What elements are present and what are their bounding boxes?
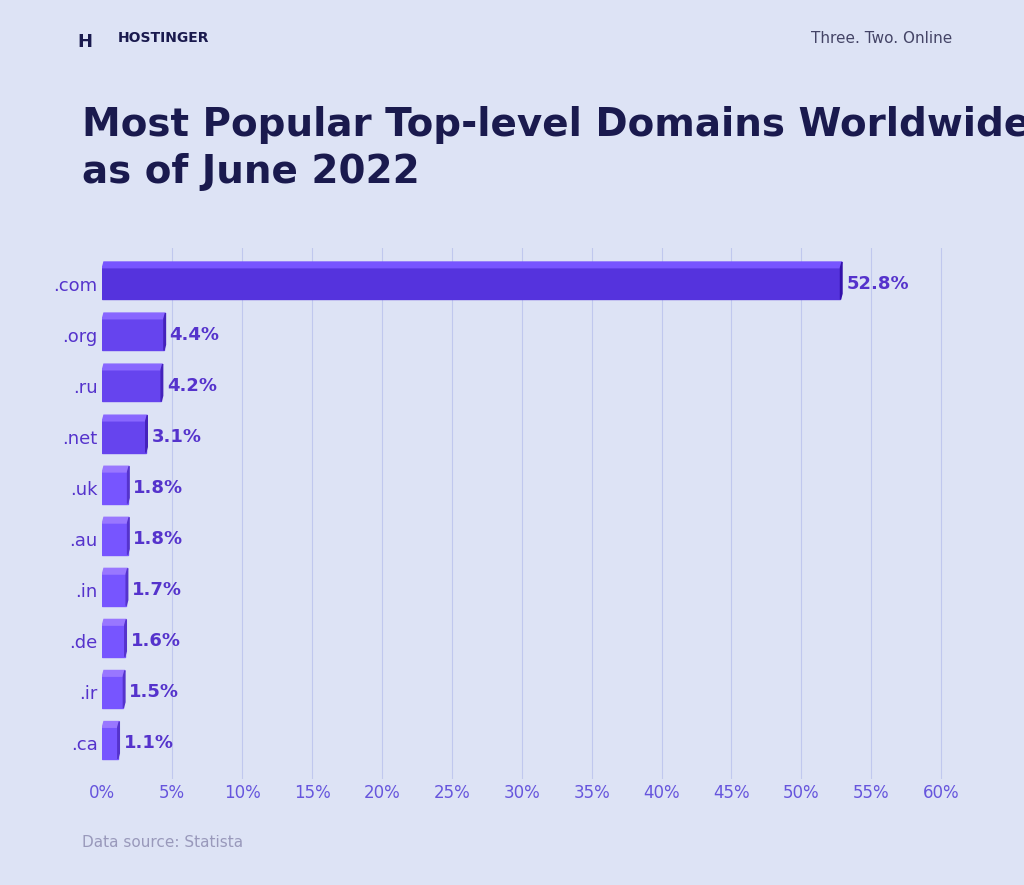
Polygon shape bbox=[102, 262, 842, 267]
Text: 4.2%: 4.2% bbox=[167, 377, 217, 395]
Polygon shape bbox=[102, 466, 129, 472]
Bar bbox=[102, 625, 125, 657]
Bar bbox=[102, 370, 161, 402]
Text: 1.7%: 1.7% bbox=[132, 581, 182, 599]
Text: Three. Two. Online: Three. Two. Online bbox=[811, 31, 952, 46]
Polygon shape bbox=[102, 568, 128, 574]
Text: 52.8%: 52.8% bbox=[846, 274, 909, 293]
Polygon shape bbox=[145, 415, 147, 452]
Polygon shape bbox=[102, 721, 120, 727]
Text: 1.5%: 1.5% bbox=[129, 683, 179, 701]
Bar bbox=[102, 727, 118, 758]
Polygon shape bbox=[128, 466, 129, 504]
Text: 1.6%: 1.6% bbox=[130, 632, 180, 650]
Polygon shape bbox=[125, 620, 126, 657]
Text: Most Popular Top-level Domains Worldwide
as of June 2022: Most Popular Top-level Domains Worldwide… bbox=[82, 106, 1024, 191]
Text: 1.8%: 1.8% bbox=[133, 530, 183, 548]
Bar bbox=[102, 421, 145, 452]
Text: Data source: Statista: Data source: Statista bbox=[82, 835, 243, 850]
Polygon shape bbox=[102, 671, 125, 676]
Bar bbox=[102, 574, 126, 605]
Polygon shape bbox=[102, 415, 147, 421]
Text: 1.1%: 1.1% bbox=[124, 734, 173, 752]
Polygon shape bbox=[118, 721, 120, 758]
Polygon shape bbox=[102, 313, 166, 319]
Bar bbox=[102, 268, 841, 299]
Polygon shape bbox=[102, 620, 126, 625]
Text: H: H bbox=[78, 33, 93, 50]
Polygon shape bbox=[102, 518, 129, 523]
Bar bbox=[102, 523, 128, 555]
Polygon shape bbox=[123, 671, 125, 708]
Text: 4.4%: 4.4% bbox=[170, 326, 220, 343]
Polygon shape bbox=[841, 262, 842, 299]
Polygon shape bbox=[128, 518, 129, 555]
Bar bbox=[102, 676, 123, 708]
Polygon shape bbox=[164, 313, 166, 350]
Text: 1.8%: 1.8% bbox=[133, 479, 183, 496]
Polygon shape bbox=[102, 364, 163, 370]
Bar bbox=[102, 472, 128, 504]
Polygon shape bbox=[161, 364, 163, 402]
Text: HOSTINGER: HOSTINGER bbox=[118, 31, 209, 45]
Bar bbox=[102, 319, 164, 350]
Polygon shape bbox=[126, 568, 128, 605]
Text: 3.1%: 3.1% bbox=[152, 427, 202, 446]
